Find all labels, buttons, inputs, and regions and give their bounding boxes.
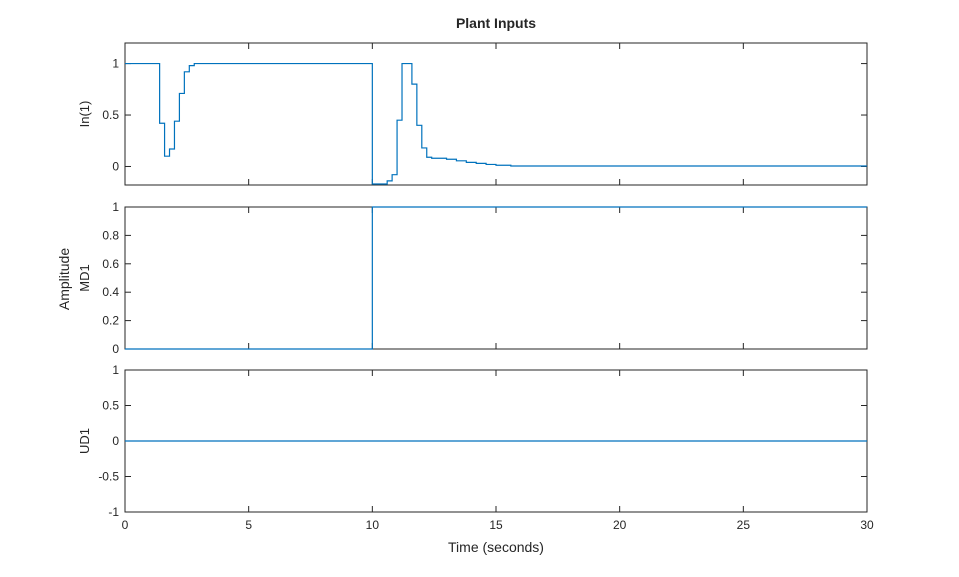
y-tick-label: 1 [112,57,119,71]
subplot-2: 0 0.2 0.4 0.6 0.8 1 MD1 [77,200,868,356]
series-line-2-1 [125,206,867,350]
y-tick-label: 0 [112,159,119,173]
x-tick-label: 25 [737,518,751,532]
x-tick-label: 0 [122,518,129,532]
figure-title: Plant Inputs [456,15,536,31]
y-tick-label: 0.2 [102,314,119,328]
x-axis-label: Time (seconds) [448,539,544,555]
x-tick-label: 15 [489,518,503,532]
subplot-y-label: UD1 [77,428,92,454]
y-tick-label: 0 [112,434,119,448]
subplot-1: 0 0.5 1 In(1) [77,42,868,186]
y-tick-label: 1 [112,200,119,214]
y-tick-label: 0 [112,342,119,356]
y-tick-label: 0.5 [102,108,119,122]
y-tick-label: 1 [112,363,119,377]
series-line-1-1 [125,62,867,185]
x-tick-label: 30 [860,518,874,532]
y-tick-label: 0.5 [102,399,119,413]
y-tick-label: 0.8 [102,228,119,242]
subplot-y-label: MD1 [77,264,92,291]
x-tick-label: 20 [613,518,627,532]
y-tick-label: 0.4 [102,285,119,299]
y-tick-label: -1 [108,505,119,519]
x-tick-label: 5 [245,518,252,532]
shared-y-axis-label: Amplitude [56,248,72,310]
x-tick-label: 10 [366,518,380,532]
subplot-3: 0 5 10 15 20 25 30 -1 -0.5 0 0.5 1 UD1 [77,363,874,532]
y-tick-label: 0.6 [102,257,119,271]
y-tick-label: -0.5 [98,470,119,484]
subplot-y-label: In(1) [77,101,92,128]
